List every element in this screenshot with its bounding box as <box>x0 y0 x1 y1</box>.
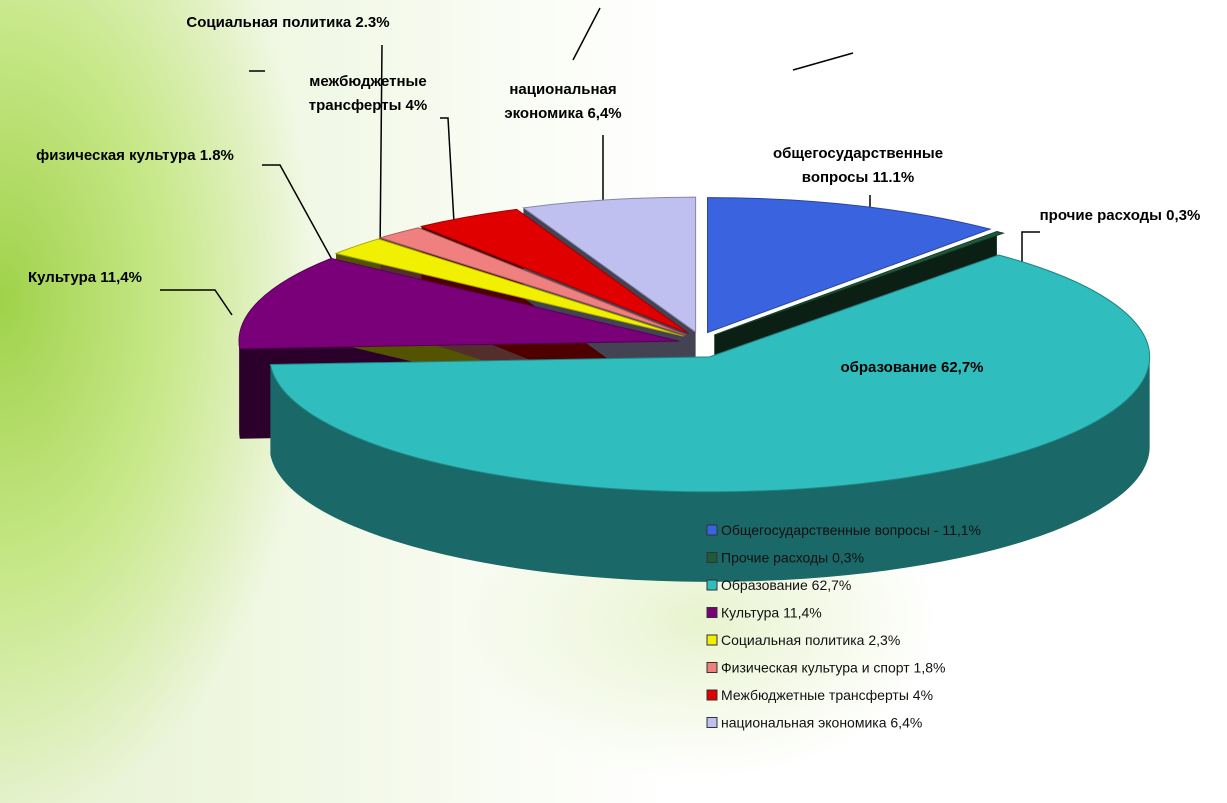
leader-line <box>160 289 233 316</box>
legend: Общегосударственные вопросы - 11,1% Прочи… <box>706 522 981 731</box>
leader-line <box>262 164 336 266</box>
slice <box>238 257 680 350</box>
legend-swatch <box>706 662 718 673</box>
legend-label: Физическая культура и спорт 1,8% <box>721 660 945 676</box>
legend-swatch <box>706 689 718 701</box>
decor-line <box>792 52 854 71</box>
slice <box>378 227 686 336</box>
slice <box>334 238 684 337</box>
data-label: межбюджетные трансферты 4% <box>309 73 428 114</box>
legend-swatch <box>706 552 718 563</box>
slice <box>522 196 697 334</box>
pie <box>238 196 1151 582</box>
leader-line <box>440 117 456 241</box>
slice <box>707 197 992 334</box>
legend-label: Культура 11,4% <box>721 605 822 621</box>
legend-swatch <box>706 579 718 591</box>
decor-line <box>572 7 601 61</box>
leader-lines <box>160 7 1040 316</box>
legend-label: Прочие расходы 0,3% <box>721 550 864 566</box>
slice <box>714 230 1005 336</box>
legend-swatch <box>706 717 718 728</box>
slice-side <box>270 356 1150 582</box>
legend-label: Общегосударственные вопросы - 11,1% <box>721 522 981 538</box>
legend-label: Образование 62,7% <box>721 577 851 593</box>
data-label: национальная экономика 6,4% <box>504 81 621 122</box>
legend-label: Социальная политика 2,3% <box>721 632 900 648</box>
slice <box>269 254 1151 493</box>
leader-line <box>1021 231 1040 262</box>
legend-label: Межбюджетные трансферты 4% <box>721 687 933 703</box>
slice-side <box>238 341 240 439</box>
data-label: физическая культура 1.8% <box>36 147 234 164</box>
data-label: Социальная политика 2.3% <box>186 14 389 31</box>
legend-label: национальная экономика 6,4% <box>721 715 922 731</box>
legend-swatch <box>706 634 718 646</box>
slice <box>419 208 690 335</box>
leader-line <box>379 44 383 256</box>
legend-swatch <box>706 524 718 536</box>
data-labels: общегосударственные вопросы 11.1% прочие р… <box>28 14 1200 376</box>
data-label: прочие расходы 0,3% <box>1040 207 1201 224</box>
data-label: общегосударственные вопросы 11.1% <box>773 145 943 186</box>
data-label: Культура 11,4% <box>28 269 142 286</box>
legend-swatch <box>706 607 718 618</box>
data-label: образование 62,7% <box>840 359 983 376</box>
